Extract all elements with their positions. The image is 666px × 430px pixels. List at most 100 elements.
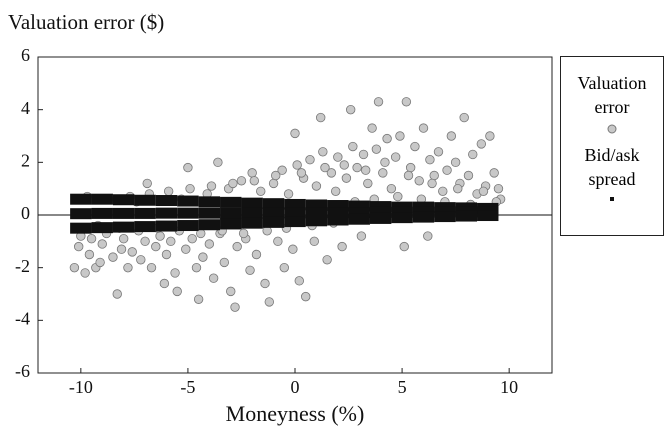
spread-mark xyxy=(348,213,370,225)
y-tick-label: 6 xyxy=(21,45,30,65)
point xyxy=(493,183,504,194)
point xyxy=(489,168,499,178)
y-tick-label: -4 xyxy=(15,308,30,328)
point xyxy=(358,149,369,160)
spread-mark xyxy=(91,222,113,234)
point xyxy=(198,252,208,262)
point xyxy=(296,168,307,178)
point xyxy=(116,244,127,254)
point xyxy=(309,236,319,247)
spread-mark xyxy=(220,218,242,230)
spread-mark xyxy=(177,195,199,207)
spread-mark xyxy=(262,207,285,219)
point xyxy=(399,241,409,252)
x-tick-label: -5 xyxy=(180,377,195,397)
point xyxy=(283,189,294,199)
spread-mark xyxy=(327,214,349,226)
point xyxy=(118,233,129,244)
spread-mark xyxy=(70,193,92,205)
spread-mark xyxy=(198,196,221,208)
point xyxy=(204,239,215,249)
point xyxy=(80,268,90,278)
point xyxy=(423,231,433,241)
x-tick-label: 5 xyxy=(398,377,407,397)
point xyxy=(442,165,452,175)
spread-mark xyxy=(134,207,156,219)
point xyxy=(166,236,176,247)
point xyxy=(393,191,403,202)
legend-label: Bid/ask spread xyxy=(584,145,640,189)
point xyxy=(330,186,341,197)
legend: Valuation error Bid/ask spread xyxy=(560,56,664,236)
point xyxy=(390,152,401,162)
point xyxy=(170,268,180,278)
point xyxy=(382,133,392,144)
spread-mark xyxy=(305,199,328,211)
point xyxy=(288,244,298,254)
spread-mark xyxy=(220,196,242,208)
point xyxy=(249,176,260,186)
point xyxy=(193,294,204,304)
point xyxy=(380,157,390,168)
point xyxy=(485,131,495,141)
spread-mark xyxy=(391,212,413,224)
point xyxy=(341,173,352,183)
point xyxy=(414,176,424,186)
point xyxy=(159,278,170,289)
point xyxy=(245,265,255,276)
point xyxy=(363,178,373,189)
point xyxy=(478,186,489,197)
point xyxy=(401,97,412,107)
y-tick-label: -6 xyxy=(15,361,30,381)
point xyxy=(127,247,137,257)
spread-mark xyxy=(177,207,199,219)
spread-mark xyxy=(262,216,285,228)
point xyxy=(311,181,322,191)
spread-mark xyxy=(369,206,392,218)
spread-mark xyxy=(284,207,306,219)
point xyxy=(438,186,448,197)
point xyxy=(108,252,118,262)
y-tick-label: 2 xyxy=(21,150,30,170)
point xyxy=(352,162,362,173)
point xyxy=(260,278,270,289)
point xyxy=(326,168,337,178)
point xyxy=(181,244,191,254)
y-tick-label: -2 xyxy=(15,256,30,276)
point xyxy=(277,165,287,175)
point xyxy=(294,276,304,286)
spread-mark xyxy=(241,207,263,219)
spread-mark xyxy=(348,200,370,212)
point xyxy=(356,231,367,241)
point xyxy=(279,262,289,273)
point xyxy=(238,228,249,239)
spread-mark xyxy=(198,219,221,231)
point xyxy=(348,141,358,152)
point xyxy=(268,178,279,189)
point xyxy=(476,139,487,149)
point xyxy=(142,178,152,189)
spread-mark xyxy=(284,198,306,210)
point xyxy=(405,162,416,173)
spread-mark xyxy=(220,207,242,219)
x-tick-label: -10 xyxy=(69,377,93,397)
point xyxy=(155,231,165,241)
point xyxy=(403,170,414,181)
point xyxy=(251,249,262,260)
spread-mark xyxy=(455,210,478,222)
point xyxy=(206,181,217,191)
spread-mark xyxy=(91,207,113,219)
point xyxy=(123,262,133,273)
point xyxy=(339,160,349,170)
point xyxy=(183,162,193,173)
point xyxy=(136,255,146,265)
spread-mark xyxy=(134,194,156,206)
point xyxy=(112,289,122,299)
point xyxy=(446,131,457,141)
point xyxy=(146,262,157,273)
spread-mark xyxy=(327,200,349,212)
point xyxy=(172,286,182,297)
point xyxy=(425,154,435,165)
spread-mark xyxy=(434,211,456,223)
